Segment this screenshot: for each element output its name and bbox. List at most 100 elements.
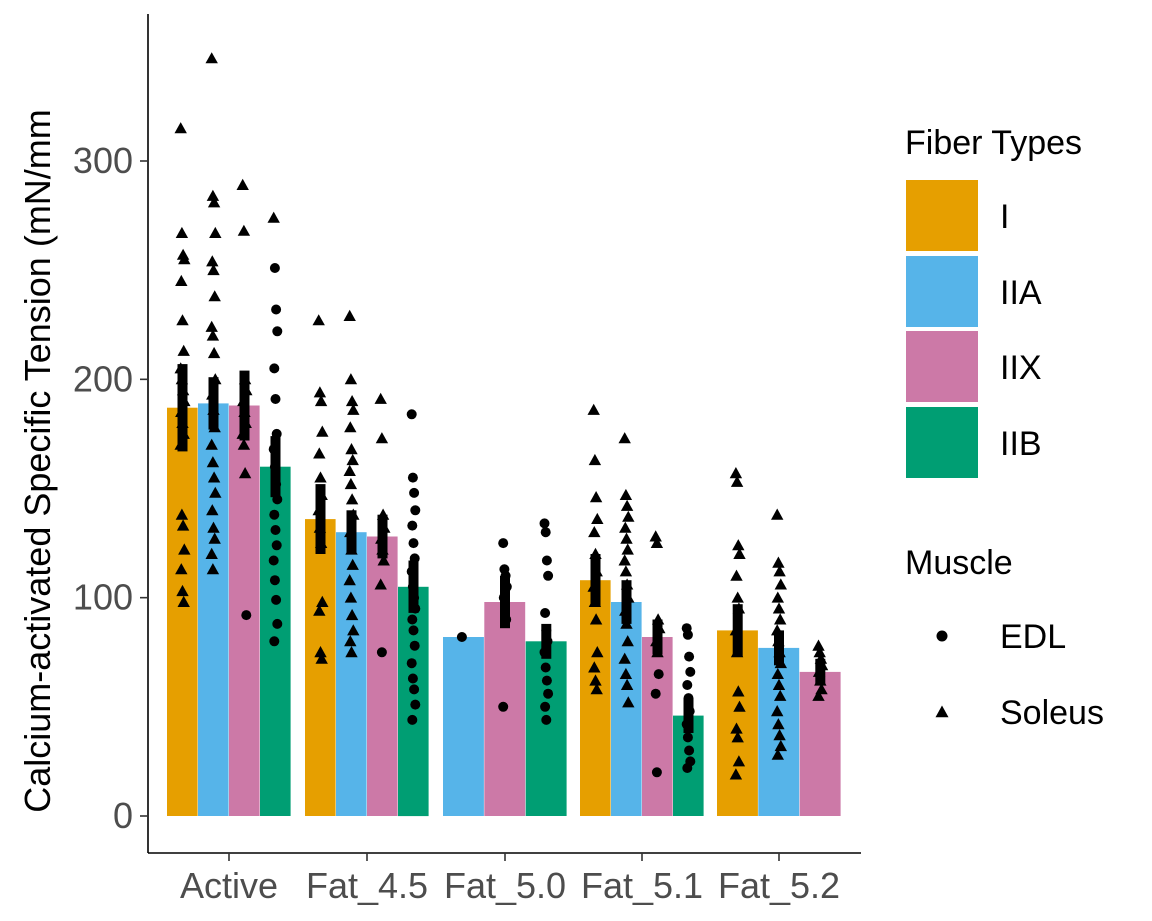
point-edl bbox=[498, 592, 509, 603]
point-soleus bbox=[344, 635, 357, 647]
point-edl bbox=[241, 610, 252, 621]
legend-label-IIB: IIB bbox=[1000, 425, 1042, 463]
point-soleus bbox=[772, 678, 786, 690]
point-soleus bbox=[376, 543, 389, 555]
point-soleus bbox=[649, 530, 662, 542]
point-soleus bbox=[205, 52, 218, 64]
point-soleus bbox=[206, 329, 220, 341]
point-soleus bbox=[237, 438, 251, 450]
point-soleus bbox=[344, 477, 358, 490]
point-soleus bbox=[619, 667, 633, 679]
point-soleus bbox=[345, 543, 358, 555]
point-soleus bbox=[375, 532, 388, 544]
point-soleus bbox=[206, 563, 220, 575]
point-edl bbox=[540, 608, 551, 618]
point-soleus bbox=[622, 591, 635, 603]
point-edl bbox=[410, 603, 421, 614]
point-edl bbox=[406, 658, 417, 669]
point-edl bbox=[408, 625, 419, 636]
point-edl bbox=[407, 472, 418, 483]
point-soleus bbox=[650, 635, 663, 647]
point-soleus bbox=[344, 526, 357, 538]
point-soleus bbox=[346, 453, 359, 466]
point-edl bbox=[539, 518, 550, 529]
point-soleus bbox=[622, 696, 635, 708]
point-soleus bbox=[206, 189, 220, 201]
point-soleus bbox=[588, 453, 602, 466]
legend-key-I bbox=[906, 180, 978, 251]
point-edl bbox=[269, 575, 280, 586]
point-soleus bbox=[731, 591, 744, 603]
points-layer bbox=[174, 52, 829, 780]
point-soleus bbox=[239, 416, 252, 428]
point-edl bbox=[410, 699, 421, 710]
point-edl bbox=[408, 538, 419, 549]
point-soleus bbox=[590, 683, 603, 695]
point-edl bbox=[682, 732, 693, 743]
point-soleus bbox=[312, 504, 325, 516]
point-soleus bbox=[174, 122, 187, 134]
point-edl bbox=[543, 688, 554, 699]
point-soleus bbox=[237, 224, 251, 236]
point-soleus bbox=[238, 373, 252, 385]
point-soleus bbox=[344, 373, 358, 385]
point-soleus bbox=[771, 705, 784, 717]
point-soleus bbox=[774, 657, 787, 669]
point-edl bbox=[269, 509, 280, 520]
point-soleus bbox=[208, 421, 221, 433]
point-soleus bbox=[729, 467, 743, 479]
point-soleus bbox=[207, 471, 221, 483]
point-soleus bbox=[653, 622, 666, 634]
legend-key-IIX bbox=[906, 331, 978, 402]
point-soleus bbox=[774, 613, 787, 625]
point-edl bbox=[409, 487, 420, 498]
point-soleus bbox=[729, 768, 743, 780]
point-edl bbox=[540, 662, 551, 673]
point-edl bbox=[498, 538, 509, 549]
point-soleus bbox=[772, 556, 785, 568]
point-edl bbox=[409, 553, 420, 564]
point-edl bbox=[407, 520, 418, 531]
point-soleus bbox=[376, 508, 390, 520]
point-edl bbox=[681, 719, 692, 730]
point-soleus bbox=[175, 226, 189, 238]
point-soleus bbox=[343, 464, 356, 476]
point-soleus bbox=[620, 499, 634, 511]
point-soleus bbox=[590, 565, 603, 577]
point-soleus bbox=[207, 196, 221, 208]
point-soleus bbox=[587, 403, 600, 415]
point-edl bbox=[268, 555, 279, 566]
point-edl bbox=[653, 669, 664, 680]
point-soleus bbox=[209, 486, 222, 498]
point-soleus bbox=[620, 578, 634, 590]
point-soleus bbox=[773, 646, 786, 658]
point-edl bbox=[409, 684, 420, 695]
point-edl bbox=[541, 625, 552, 636]
point-soleus bbox=[619, 604, 632, 616]
point-soleus bbox=[237, 395, 250, 407]
point-soleus bbox=[313, 521, 327, 533]
point-soleus bbox=[176, 416, 189, 428]
point-soleus bbox=[208, 532, 221, 544]
point-soleus bbox=[177, 427, 190, 439]
legend-label-I: I bbox=[1000, 198, 1009, 236]
point-soleus bbox=[812, 639, 825, 651]
bars-layer bbox=[167, 403, 841, 817]
point-soleus bbox=[206, 388, 219, 400]
legend-key-IIB bbox=[906, 407, 978, 478]
point-soleus bbox=[651, 646, 664, 658]
error-bar-Fat_5.1-I bbox=[590, 554, 601, 607]
point-soleus bbox=[771, 667, 784, 679]
point-soleus bbox=[773, 565, 786, 577]
point-edl bbox=[682, 763, 693, 773]
point-edl bbox=[500, 570, 511, 581]
point-soleus bbox=[733, 547, 746, 559]
point-soleus bbox=[207, 521, 220, 533]
legend-key-IIA bbox=[906, 256, 978, 327]
point-soleus bbox=[774, 739, 787, 752]
point-edl bbox=[683, 693, 694, 704]
point-soleus bbox=[313, 447, 326, 459]
point-soleus bbox=[174, 438, 187, 450]
point-edl bbox=[410, 505, 421, 516]
point-soleus bbox=[205, 438, 218, 450]
